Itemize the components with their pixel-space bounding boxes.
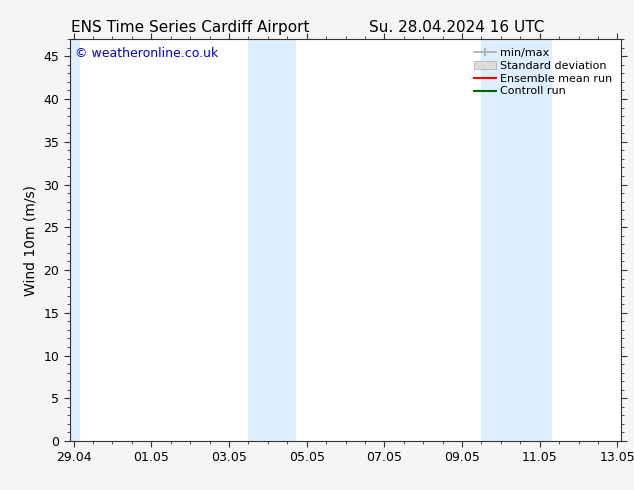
Text: ENS Time Series Cardiff Airport: ENS Time Series Cardiff Airport <box>71 20 309 35</box>
Y-axis label: Wind 10m (m/s): Wind 10m (m/s) <box>24 185 38 295</box>
Text: © weatheronline.co.uk: © weatheronline.co.uk <box>75 47 219 60</box>
Legend: min/max, Standard deviation, Ensemble mean run, Controll run: min/max, Standard deviation, Ensemble me… <box>470 45 616 100</box>
Text: Su. 28.04.2024 16 UTC: Su. 28.04.2024 16 UTC <box>369 20 544 35</box>
Bar <box>481 39 552 441</box>
Bar <box>70 39 79 441</box>
Bar <box>249 39 295 441</box>
